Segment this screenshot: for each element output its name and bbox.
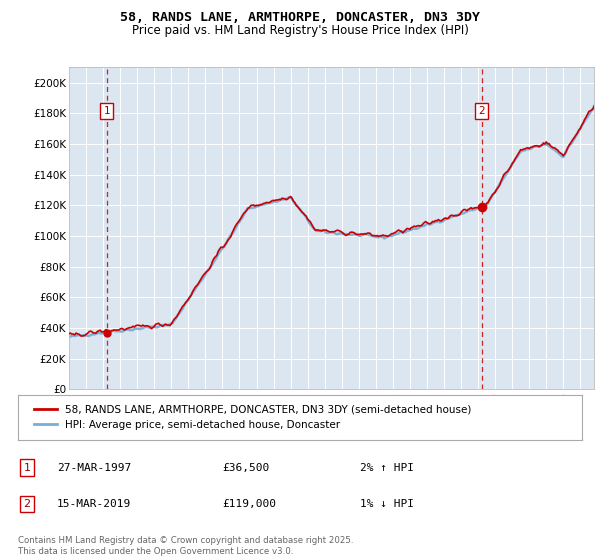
Text: 2: 2 — [478, 106, 485, 116]
Legend: 58, RANDS LANE, ARMTHORPE, DONCASTER, DN3 3DY (semi-detached house), HPI: Averag: 58, RANDS LANE, ARMTHORPE, DONCASTER, DN… — [29, 399, 477, 435]
Text: 1: 1 — [103, 106, 110, 116]
Text: 15-MAR-2019: 15-MAR-2019 — [57, 499, 131, 509]
Text: 1% ↓ HPI: 1% ↓ HPI — [360, 499, 414, 509]
Text: Contains HM Land Registry data © Crown copyright and database right 2025.
This d: Contains HM Land Registry data © Crown c… — [18, 536, 353, 556]
Text: £119,000: £119,000 — [222, 499, 276, 509]
Text: 2% ↑ HPI: 2% ↑ HPI — [360, 463, 414, 473]
Text: Price paid vs. HM Land Registry's House Price Index (HPI): Price paid vs. HM Land Registry's House … — [131, 24, 469, 36]
Text: £36,500: £36,500 — [222, 463, 269, 473]
Text: 1: 1 — [23, 463, 31, 473]
Text: 27-MAR-1997: 27-MAR-1997 — [57, 463, 131, 473]
Text: 2: 2 — [23, 499, 31, 509]
Text: 58, RANDS LANE, ARMTHORPE, DONCASTER, DN3 3DY: 58, RANDS LANE, ARMTHORPE, DONCASTER, DN… — [120, 11, 480, 24]
